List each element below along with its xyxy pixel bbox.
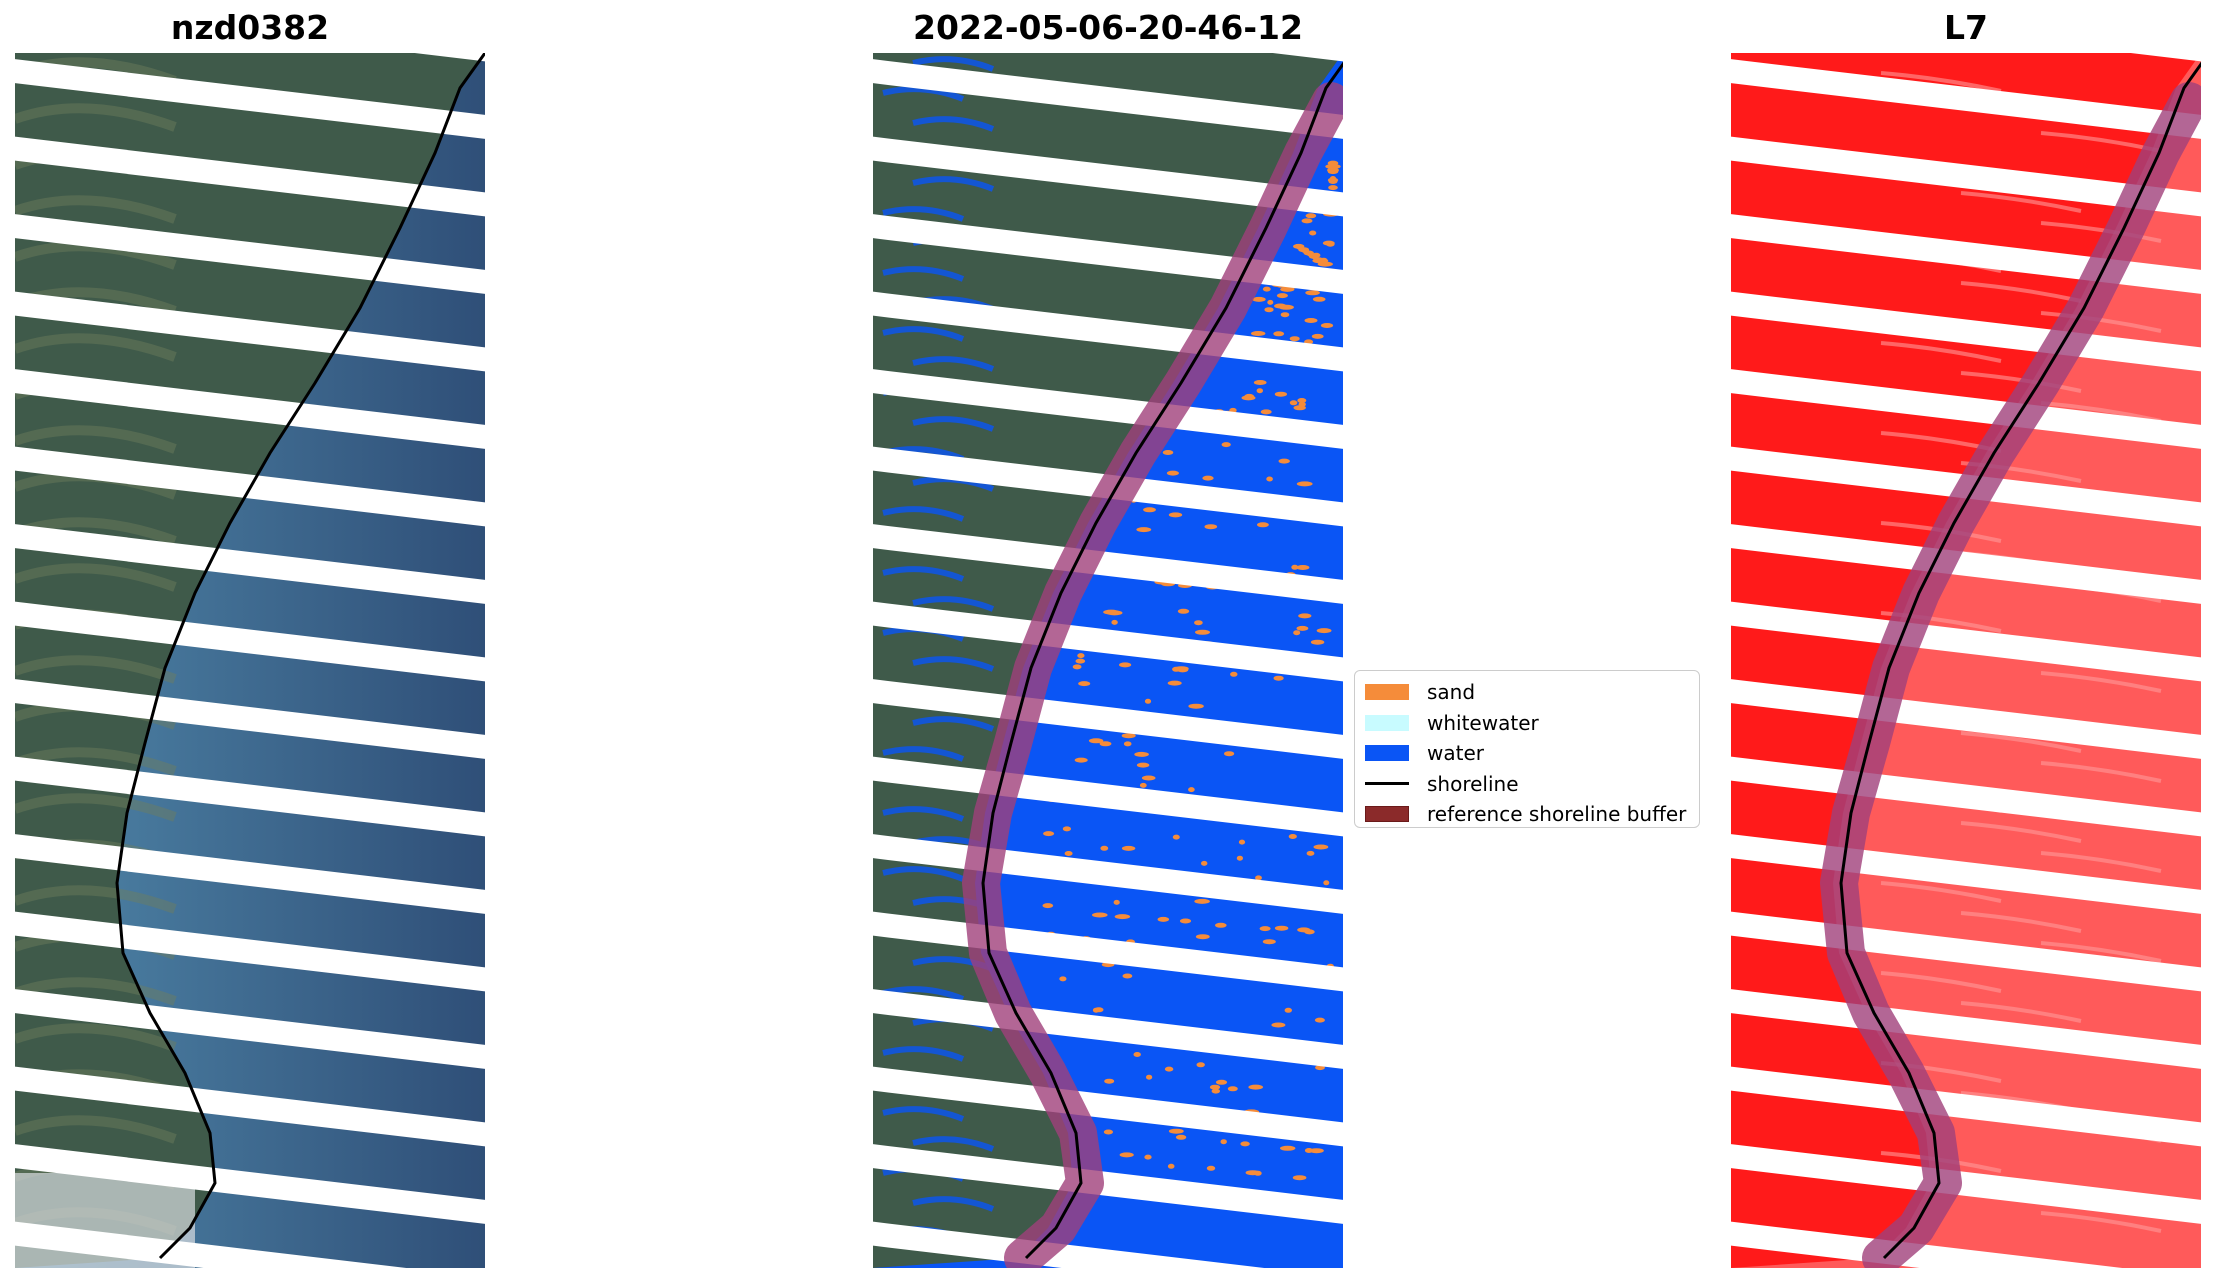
water-swatch	[1365, 745, 1409, 761]
legend-label-whitewater: whitewater	[1427, 711, 1539, 735]
legend-label-sand: sand	[1427, 680, 1475, 704]
panel-title-1: nzd0382	[15, 8, 485, 48]
legend-item-water: water	[1365, 738, 1689, 769]
legend-label-shoreline: shoreline	[1427, 772, 1519, 796]
index-image-panel	[1731, 53, 2201, 1268]
legend-item-sand: sand	[1365, 677, 1689, 708]
rgb-image-panel	[15, 53, 485, 1268]
rgb-satellite-image	[15, 53, 485, 1268]
shoreline-line-swatch	[1365, 782, 1409, 785]
classified-satellite-image	[873, 53, 1343, 1268]
classified-image-panel	[873, 53, 1343, 1268]
panel-title-2: 2022-05-06-20-46-12	[873, 8, 1343, 48]
whitewater-swatch	[1365, 715, 1409, 731]
legend-item-shoreline: shoreline	[1365, 769, 1689, 800]
sand-swatch	[1365, 684, 1409, 700]
legend-label-reference-buffer: reference shoreline buffer	[1427, 802, 1686, 826]
legend-item-reference-buffer: reference shoreline buffer	[1365, 799, 1689, 830]
legend-item-whitewater: whitewater	[1365, 708, 1689, 739]
panel-title-3: L7	[1731, 8, 2201, 48]
legend-label-water: water	[1427, 741, 1484, 765]
water-index-image	[1731, 53, 2201, 1268]
reference-buffer-swatch	[1365, 806, 1409, 822]
legend: sand whitewater water shoreline referenc…	[1354, 670, 1700, 828]
